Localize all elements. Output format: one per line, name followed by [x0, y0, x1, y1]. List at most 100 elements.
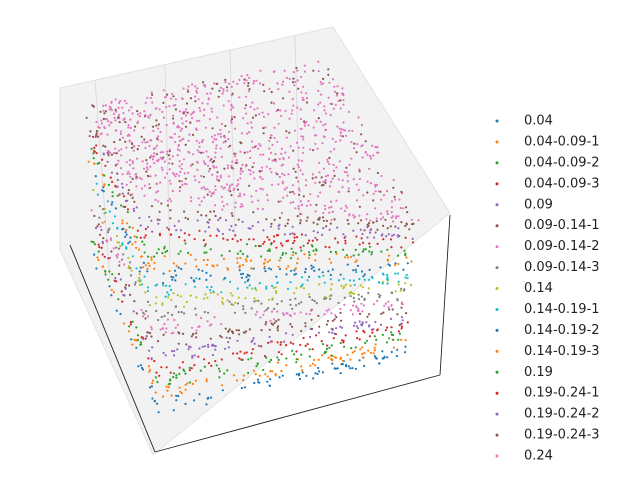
- point: [143, 236, 146, 239]
- point: [154, 376, 157, 379]
- point: [118, 264, 121, 267]
- point: [179, 129, 182, 132]
- point: [179, 390, 182, 393]
- point: [342, 103, 345, 106]
- point: [295, 350, 298, 353]
- point: [260, 302, 263, 305]
- point: [120, 148, 123, 151]
- point: [258, 282, 261, 285]
- point: [238, 96, 241, 99]
- point: [334, 250, 337, 254]
- point: [240, 276, 243, 279]
- point: [368, 278, 371, 281]
- point: [396, 299, 399, 302]
- point: [341, 87, 344, 90]
- point: [151, 397, 154, 400]
- point: [390, 304, 393, 307]
- point: [236, 179, 239, 182]
- point: [317, 70, 320, 73]
- point: [114, 147, 117, 150]
- point: [101, 240, 104, 243]
- series-layer: [98, 205, 406, 322]
- point: [185, 343, 188, 346]
- point: [135, 346, 138, 349]
- point: [110, 121, 113, 124]
- point: [214, 151, 217, 154]
- point: [390, 200, 394, 203]
- point: [333, 367, 336, 370]
- legend-marker: [495, 161, 499, 165]
- point: [135, 312, 138, 315]
- point: [313, 269, 316, 272]
- point: [323, 135, 326, 139]
- point: [394, 216, 397, 220]
- point: [113, 215, 117, 218]
- point: [147, 357, 150, 360]
- point: [242, 331, 245, 334]
- point: [213, 138, 216, 141]
- point: [297, 87, 300, 90]
- point: [410, 218, 413, 221]
- point: [154, 198, 157, 201]
- point: [146, 162, 149, 165]
- point: [400, 327, 403, 330]
- point: [373, 335, 376, 338]
- point: [399, 289, 402, 292]
- point: [362, 241, 365, 244]
- point: [93, 243, 96, 246]
- point: [172, 292, 175, 295]
- series-layer: [90, 240, 401, 386]
- point: [173, 173, 176, 176]
- point: [373, 346, 376, 349]
- legend-marker: [495, 433, 499, 437]
- point: [297, 166, 300, 169]
- point: [192, 110, 195, 113]
- point: [291, 81, 295, 84]
- point: [282, 196, 285, 199]
- point: [144, 291, 147, 294]
- point: [290, 349, 294, 352]
- point: [95, 130, 99, 133]
- point: [379, 212, 383, 215]
- point: [273, 318, 276, 321]
- point: [220, 195, 223, 198]
- point: [300, 159, 304, 162]
- point: [121, 242, 124, 245]
- point: [170, 275, 173, 278]
- point: [204, 188, 207, 191]
- point: [284, 224, 287, 227]
- point: [104, 110, 107, 113]
- point: [180, 138, 183, 141]
- point: [178, 149, 181, 152]
- point: [183, 305, 186, 308]
- point: [285, 240, 288, 243]
- point: [376, 329, 379, 332]
- point: [98, 205, 101, 208]
- point: [312, 149, 315, 152]
- point: [398, 198, 401, 201]
- point: [166, 291, 169, 294]
- point: [316, 231, 319, 234]
- point: [187, 217, 190, 221]
- point: [397, 227, 400, 230]
- point: [264, 126, 267, 129]
- point: [348, 129, 351, 132]
- point: [168, 148, 171, 151]
- point: [341, 135, 344, 138]
- point: [404, 339, 407, 342]
- point: [141, 240, 144, 243]
- point: [216, 178, 219, 181]
- point: [109, 237, 112, 240]
- point: [155, 182, 159, 185]
- point: [330, 283, 333, 286]
- point: [197, 98, 200, 101]
- point: [329, 150, 332, 153]
- point: [232, 303, 235, 307]
- point: [121, 106, 124, 109]
- point: [101, 189, 104, 192]
- point: [355, 199, 359, 202]
- point: [201, 140, 204, 144]
- point: [291, 109, 294, 112]
- point: [383, 355, 386, 358]
- point: [366, 180, 369, 183]
